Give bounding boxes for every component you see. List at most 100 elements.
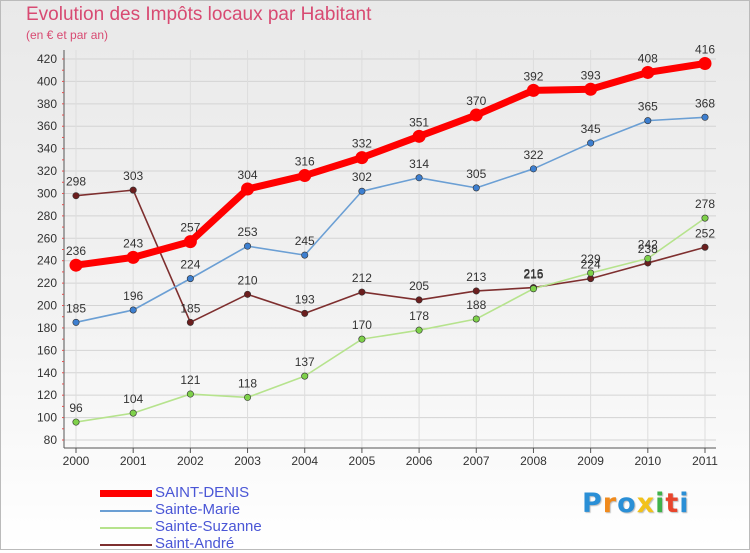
point-Saint-André-2004 — [301, 309, 309, 317]
data-label-SAINT-DENIS-2009: 393 — [581, 68, 601, 82]
data-label-Sainte-Marie-2005: 302 — [352, 170, 372, 184]
point-Sainte-Suzanne-2001 — [129, 409, 137, 417]
x-tick-labels: 2000 2001 2002 2003 2004 2005 2006 2007 2008 2009… — [63, 454, 719, 468]
y-tick-label-400: 400 — [37, 74, 57, 88]
y-tick-label-420: 420 — [37, 52, 57, 66]
point-Sainte-Suzanne-2003 — [244, 393, 252, 401]
legend-label: SAINT-DENIS — [155, 484, 250, 501]
series-line-Sainte-Marie — [75, 116, 706, 324]
legend-item-Saint-André: Saint-André — [100, 535, 320, 553]
chart-subtitle: (en € et par an) — [26, 28, 109, 42]
point-Sainte-Suzanne-2006 — [415, 326, 423, 334]
legend-label: Saint-André — [155, 535, 235, 552]
x-tick-label-2000: 2000 — [63, 454, 90, 468]
point-Sainte-Suzanne-2005 — [358, 335, 366, 343]
data-label-SAINT-DENIS-2000: 236 — [66, 244, 86, 258]
point-SAINT-DENIS-2006 — [412, 129, 426, 143]
point-Sainte-Marie-2002 — [186, 275, 194, 283]
data-label-Saint-André-2010: 238 — [638, 242, 658, 256]
point-Sainte-Suzanne-2002 — [186, 390, 194, 398]
point-Sainte-Marie-2007 — [472, 184, 480, 192]
data-label-Saint-André-2000: 298 — [66, 175, 86, 189]
y-tick-label-300: 300 — [37, 186, 57, 200]
series-line-Saint-André — [75, 189, 706, 324]
legend-item-Sainte-Marie: Sainte-Marie — [100, 501, 320, 519]
chart-title: Evolution des Impôts locaux par Habitant — [26, 4, 372, 25]
x-tick-label-2006: 2006 — [406, 454, 433, 468]
y-tick-labels: 80 100 120 140 160 180 200 220 240 260 280 300 320 34… — [37, 52, 57, 447]
point-Sainte-Suzanne-2004 — [301, 372, 309, 380]
data-label-Sainte-Suzanne-2004: 137 — [295, 355, 315, 369]
data-label-Sainte-Marie-2006: 314 — [409, 157, 429, 171]
y-tick-label-220: 220 — [37, 276, 57, 290]
point-Sainte-Marie-2010 — [644, 117, 652, 125]
point-Sainte-Suzanne-2009 — [587, 269, 595, 277]
point-Saint-André-2003 — [244, 290, 252, 298]
point-Sainte-Marie-2000 — [72, 318, 80, 326]
axes — [62, 50, 716, 453]
x-tick-label-2002: 2002 — [177, 454, 204, 468]
data-label-SAINT-DENIS-2007: 370 — [466, 94, 486, 108]
data-label-Sainte-Suzanne-2011: 278 — [695, 197, 715, 211]
point-SAINT-DENIS-2010 — [641, 65, 655, 79]
data-label-SAINT-DENIS-2006: 351 — [409, 115, 429, 129]
x-tick-label-2003: 2003 — [234, 454, 261, 468]
point-Sainte-Marie-2009 — [587, 139, 595, 147]
data-label-Sainte-Marie-2001: 196 — [123, 289, 143, 303]
point-Saint-André-2001 — [129, 186, 137, 194]
data-label-SAINT-DENIS-2001: 243 — [123, 236, 143, 250]
legend-swatch — [100, 527, 152, 529]
x-tick-label-2001: 2001 — [120, 454, 147, 468]
legend-swatch — [100, 490, 152, 497]
x-tick-label-2004: 2004 — [291, 454, 318, 468]
data-label-Sainte-Suzanne-2006: 178 — [409, 309, 429, 323]
legend-item-SAINT-DENIS: SAINT-DENIS — [100, 484, 320, 502]
y-tick-label-200: 200 — [37, 299, 57, 313]
series-lines — [72, 59, 709, 423]
data-label-Sainte-Marie-2008: 322 — [523, 148, 543, 162]
data-label-Sainte-Suzanne-2009: 229 — [581, 252, 601, 266]
data-label-Sainte-Suzanne-2001: 104 — [123, 392, 143, 406]
data-label-Sainte-Marie-2010: 365 — [638, 100, 658, 114]
y-tick-label-180: 180 — [37, 321, 57, 335]
point-SAINT-DENIS-2004 — [298, 169, 312, 183]
data-label-SAINT-DENIS-2011: 416 — [695, 42, 715, 56]
data-label-Sainte-Suzanne-2002: 121 — [180, 373, 200, 387]
point-Sainte-Suzanne-2000 — [72, 418, 80, 426]
legend: SAINT-DENIS Sainte-Marie Sainte-Suzanne Sai… — [100, 484, 320, 553]
data-label-SAINT-DENIS-2004: 316 — [295, 155, 315, 169]
series-line-SAINT-DENIS — [72, 59, 709, 269]
point-Sainte-Marie-2006 — [415, 174, 423, 182]
point-Sainte-Marie-2011 — [701, 113, 709, 121]
data-label-Sainte-Suzanne-2008: 215 — [523, 268, 543, 282]
data-label-SAINT-DENIS-2005: 332 — [352, 137, 372, 151]
point-Saint-André-2002 — [186, 318, 194, 326]
y-tick-label-80: 80 — [44, 433, 58, 447]
point-Saint-André-2011 — [701, 243, 709, 251]
point-SAINT-DENIS-2000 — [69, 258, 83, 272]
data-label-SAINT-DENIS-2003: 304 — [238, 168, 258, 182]
point-Sainte-Marie-2004 — [301, 251, 309, 259]
point-Sainte-Marie-2003 — [244, 242, 252, 250]
data-label-Sainte-Marie-2000: 185 — [66, 301, 86, 315]
point-SAINT-DENIS-2001 — [126, 250, 140, 264]
data-label-Sainte-Marie-2004: 245 — [295, 234, 315, 248]
data-label-Sainte-Marie-2009: 345 — [581, 122, 601, 136]
point-Saint-André-2000 — [72, 192, 80, 200]
data-label-Sainte-Suzanne-2005: 170 — [352, 318, 372, 332]
point-Sainte-Suzanne-2011 — [701, 214, 709, 222]
y-tick-label-260: 260 — [37, 231, 57, 245]
y-tick-label-160: 160 — [37, 343, 57, 357]
y-tick-label-120: 120 — [37, 388, 57, 402]
x-tick-label-2011: 2011 — [692, 454, 718, 468]
point-Sainte-Suzanne-2008 — [529, 285, 537, 293]
y-tick-label-340: 340 — [37, 142, 57, 156]
legend-item-Sainte-Suzanne: Sainte-Suzanne — [100, 518, 320, 536]
data-label-Saint-André-2009: 224 — [581, 258, 601, 272]
point-Sainte-Suzanne-2007 — [472, 315, 480, 323]
x-tick-label-2008: 2008 — [520, 454, 547, 468]
data-label-Sainte-Suzanne-2007: 188 — [466, 298, 486, 312]
point-Sainte-Marie-2008 — [529, 165, 537, 173]
